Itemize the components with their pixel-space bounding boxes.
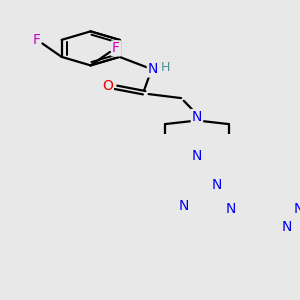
Text: N: N: [212, 178, 222, 192]
Text: O: O: [102, 80, 113, 94]
Text: N: N: [148, 62, 158, 76]
Text: N: N: [192, 149, 202, 163]
Text: N: N: [225, 202, 236, 216]
Text: N: N: [294, 202, 300, 216]
Text: H: H: [160, 61, 170, 74]
Text: N: N: [178, 200, 189, 214]
Text: F: F: [32, 33, 40, 47]
Text: N: N: [281, 220, 292, 234]
Text: F: F: [112, 41, 120, 56]
Text: N: N: [192, 110, 202, 124]
